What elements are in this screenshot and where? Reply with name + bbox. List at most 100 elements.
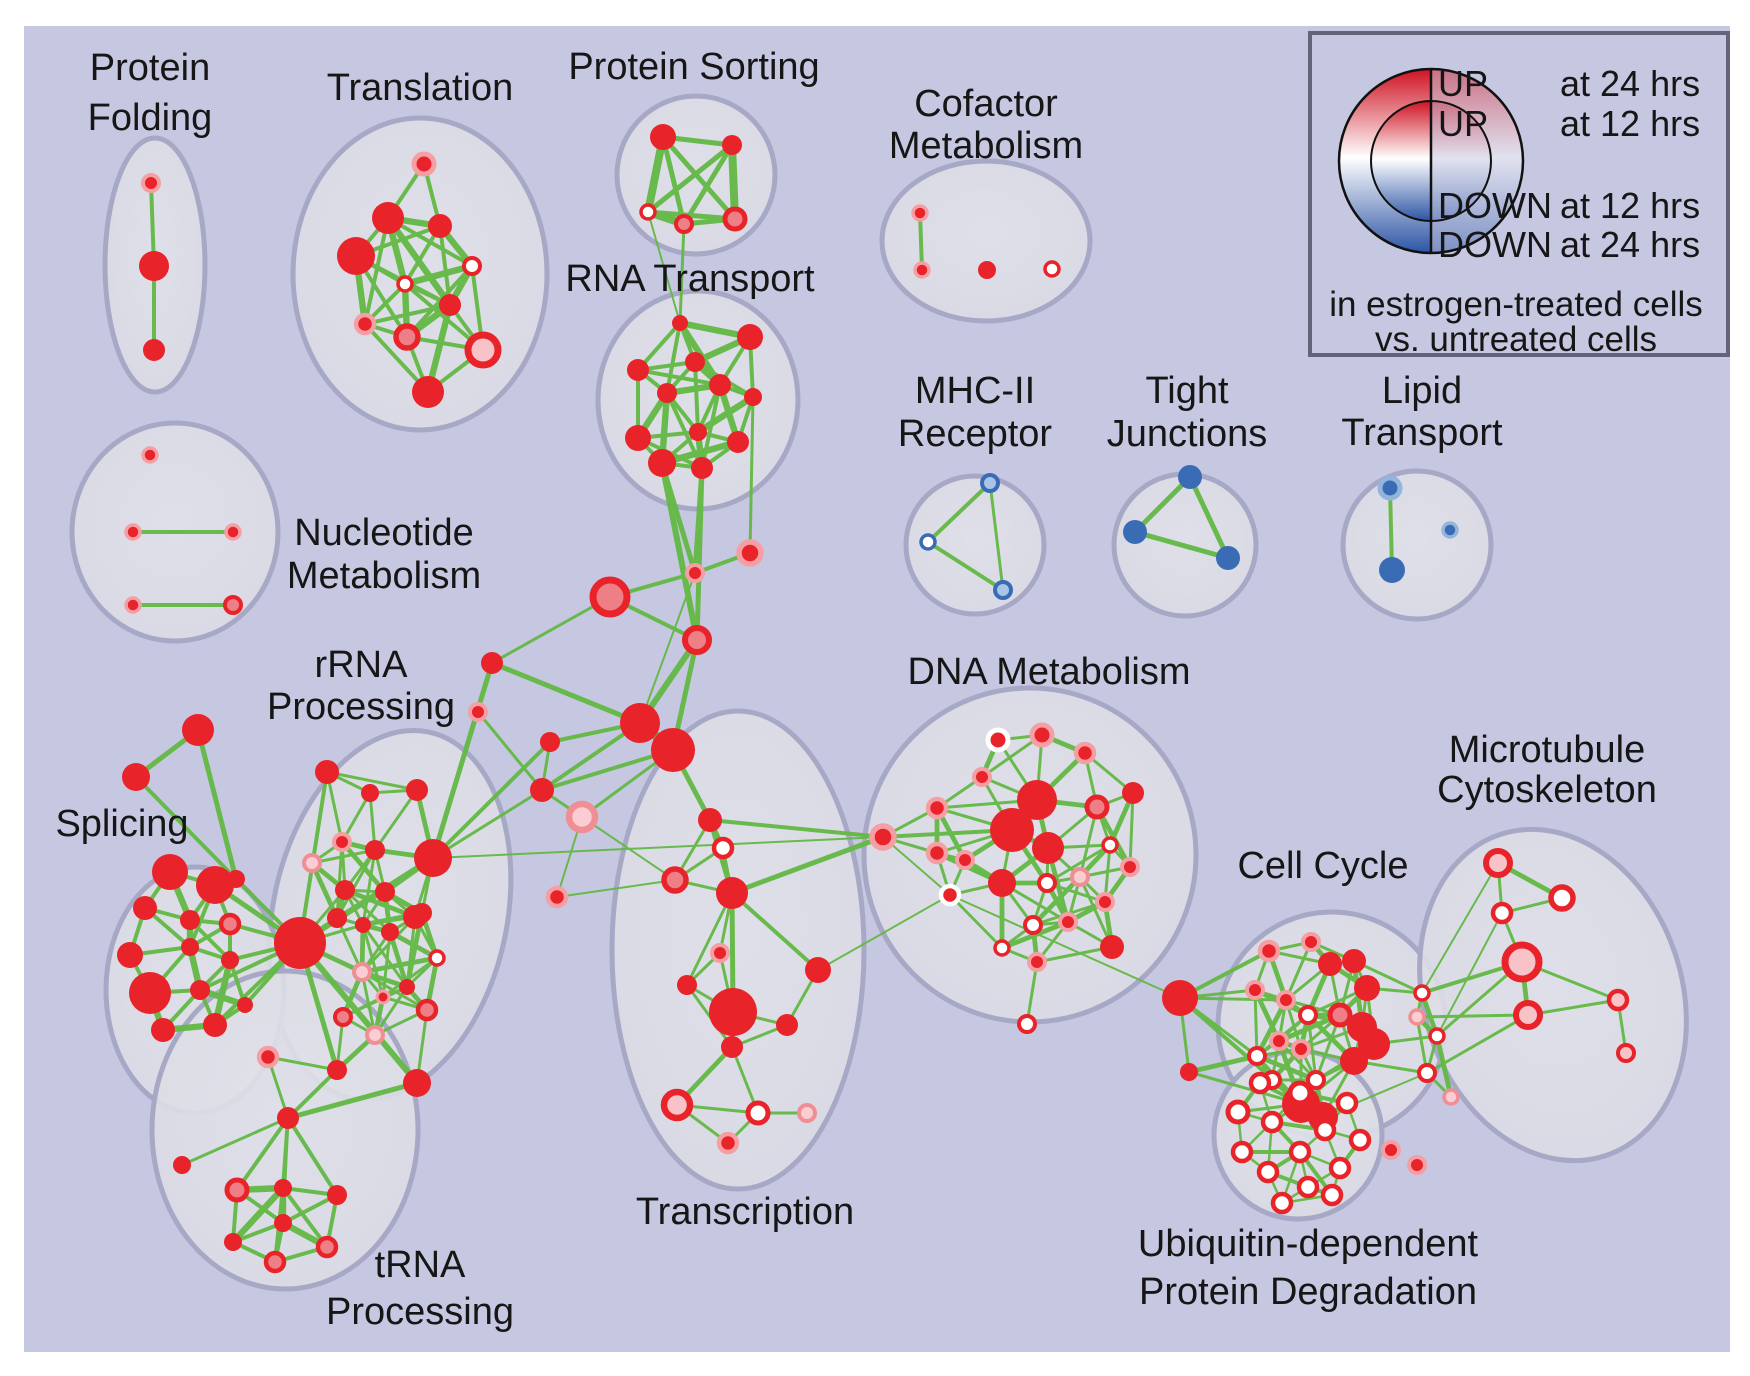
gene-node-r (181, 938, 199, 956)
cluster-ellipse-transcription (609, 708, 867, 1192)
edge (325, 770, 419, 792)
edge (343, 888, 392, 934)
gene-node-rw (1287, 1080, 1313, 1106)
edge (229, 1184, 287, 1246)
gene-node-r (335, 880, 355, 900)
cluster-label-tight-junctions-line2: Junctions (1107, 413, 1268, 455)
gene-node-pr (353, 312, 377, 336)
gene-node-rw (1320, 1183, 1344, 1207)
gene-node-r (327, 1185, 347, 1205)
gene-node-pr (716, 1131, 740, 1155)
edge (1132, 474, 1193, 535)
gene-node-pr (913, 261, 931, 279)
gene-node-rw (1288, 1140, 1312, 1164)
gene-node-r (274, 1179, 292, 1197)
gene-node-rw (1428, 1027, 1446, 1045)
gene-node-pr (925, 841, 949, 865)
cluster-label-splicing: Splicing (55, 803, 188, 845)
cluster-label-ubiquitin-line2: Protein Degradation (1139, 1271, 1477, 1313)
gene-node-r (698, 808, 722, 832)
gene-node-r (744, 388, 762, 406)
gene-node-rk (464, 331, 502, 369)
legend-time-3: at 12 hrs (1560, 185, 1700, 226)
gene-node-r (315, 760, 339, 784)
edge (1078, 875, 1114, 949)
edge (341, 985, 409, 1019)
gene-node-pr (124, 523, 142, 541)
edge (949, 894, 1181, 999)
cluster-label-nucleotide-line1: Nucleotide (294, 512, 474, 554)
edge (281, 1193, 339, 1225)
cluster-ellipse-lipid (1340, 468, 1494, 622)
edge (431, 740, 552, 860)
gene-node-rp (1084, 794, 1110, 820)
gene-node-r (372, 202, 404, 234)
edge (309, 860, 340, 921)
edge (285, 1080, 420, 1121)
gene-node-r (151, 1018, 175, 1042)
edge (660, 134, 687, 227)
edge (817, 894, 951, 971)
edge (926, 481, 992, 544)
gene-node-rw (1313, 1118, 1337, 1142)
gene-node-rw (428, 949, 446, 967)
gene-node-r (365, 840, 385, 860)
legend-caption-line1: in estrogen-treated cells (1329, 285, 1703, 324)
gene-node-pr (1120, 857, 1140, 877)
edge (266, 1055, 339, 1072)
gene-node-rp (333, 1007, 353, 1027)
edge (490, 595, 612, 665)
cluster-ellipse-cofactor (879, 158, 1093, 324)
gene-node-rw (1037, 873, 1057, 893)
gene-node-r (381, 923, 399, 941)
gene-node-r (727, 431, 749, 453)
cluster-label-microtubule-line1: Microtubule (1449, 729, 1645, 771)
gene-node-rp (674, 214, 694, 234)
gene-node-pr (955, 850, 975, 870)
edge (659, 460, 700, 643)
gene-node-r (1032, 832, 1064, 864)
gene-node-r (1180, 1063, 1198, 1081)
gene-node-rk (660, 1088, 694, 1122)
gene-node-r (190, 980, 210, 1000)
gene-node-r (530, 778, 554, 802)
gene-node-rw (1298, 1005, 1318, 1025)
edge (665, 321, 682, 395)
gene-node-r (439, 294, 461, 316)
edge (360, 915, 417, 974)
gene-node-r (428, 214, 452, 238)
gene-node-r (182, 714, 214, 746)
gene-node-rw (1348, 1128, 1372, 1152)
gene-node-pr (124, 596, 142, 614)
gene-node-rw (1043, 260, 1061, 278)
gene-node-r (1318, 952, 1342, 976)
edge (708, 818, 885, 839)
edge (297, 940, 420, 1086)
edge (432, 836, 884, 859)
gene-node-r (361, 784, 379, 802)
gene-node-r (412, 376, 444, 408)
edge (361, 923, 409, 989)
edge (1352, 959, 1424, 995)
gene-node-r (540, 732, 560, 752)
gene-node-r (648, 449, 676, 477)
edge (1434, 1033, 1454, 1100)
edge (363, 303, 452, 326)
gene-node-rw (1490, 901, 1514, 925)
gene-node-pr (141, 173, 161, 193)
edge (1253, 988, 1259, 1058)
edge (235, 1116, 290, 1192)
edge (1035, 945, 1114, 964)
cluster-ellipse-trna (149, 968, 421, 1292)
cluster-label-nucleotide-line2: Metabolism (287, 555, 481, 597)
gene-node-rp (415, 998, 439, 1022)
gene-node-pr (972, 767, 992, 787)
gene-node-pr (736, 539, 764, 567)
edge (195, 727, 239, 882)
gene-node-r (481, 652, 503, 674)
edge (431, 710, 480, 860)
gene-node-r (143, 339, 165, 361)
gene-node-pr (1276, 990, 1296, 1010)
gene-node-r (689, 423, 707, 441)
